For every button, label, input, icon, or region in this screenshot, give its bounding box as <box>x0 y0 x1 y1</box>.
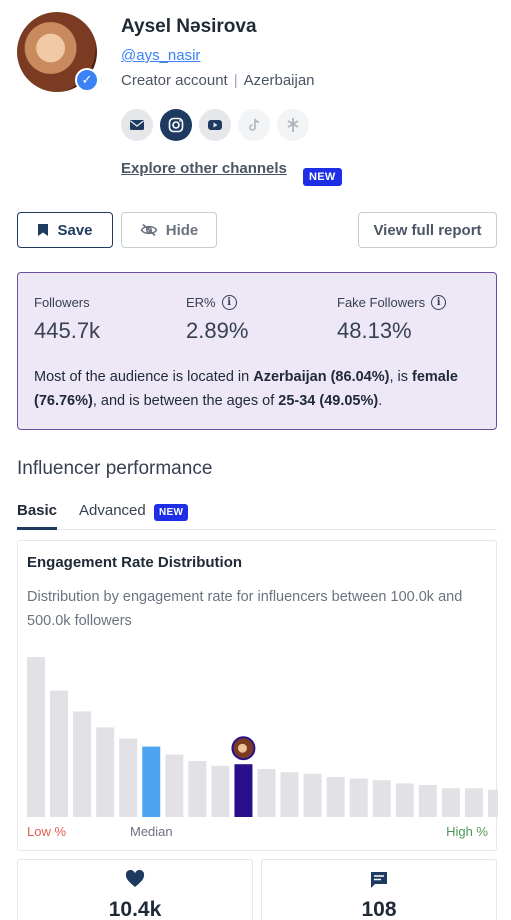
tab-advanced[interactable]: Advanced <box>79 502 146 519</box>
summary-age: 25-34 (49.05%) <box>278 393 379 409</box>
account-type: Creator account <box>121 72 228 89</box>
channel-instagram-button[interactable] <box>160 109 192 141</box>
avg-comments-value: 108 <box>361 898 397 920</box>
info-icon[interactable]: i <box>221 295 237 310</box>
axis-median-label: Median <box>130 824 173 839</box>
fake-followers-value: 48.13% <box>337 318 412 343</box>
profile-country: Azerbaijan <box>243 72 315 89</box>
comment-icon <box>371 872 387 888</box>
meta-separator: | <box>233 72 238 89</box>
chart-bar-influencer[interactable] <box>234 764 253 817</box>
audience-summary: Most of the audience is located in Azerb… <box>34 365 484 413</box>
chart-bar[interactable] <box>188 761 207 817</box>
er-value: 2.89% <box>186 318 249 343</box>
chart-bar[interactable] <box>27 657 45 817</box>
summary-gender: female (76.76%) <box>34 369 458 409</box>
engagement-rate-card: Engagement Rate Distribution Distributio… <box>17 540 498 851</box>
avg-likes-value: 10.4k <box>108 898 162 920</box>
audience-stats-panel: Followers 445.7k ER% i 2.89% Fake Followe… <box>17 272 497 430</box>
channel-tiktok-button[interactable] <box>238 109 270 141</box>
tab-basic[interactable]: Basic <box>17 502 58 530</box>
linktree-icon <box>287 118 299 132</box>
check-icon: ✓ <box>81 72 93 87</box>
profile-name: Aysel Nəsirova <box>121 16 257 37</box>
chart-bar[interactable] <box>50 690 69 817</box>
chart-bar[interactable] <box>303 773 322 817</box>
profile-header: ✓ Aysel Nəsirova @ays_nasir Creator acco… <box>17 12 497 192</box>
summary-text: , is <box>389 369 413 385</box>
summary-text: , and is between the ages of <box>92 393 279 409</box>
chart-bar[interactable] <box>395 783 414 817</box>
er-stat: ER% i 2.89% <box>186 295 248 344</box>
section-title: Influencer performance <box>17 458 213 479</box>
avg-likes-card: 10.4k <box>17 859 253 920</box>
axis-high-label: High % <box>446 824 488 839</box>
chart-bar[interactable] <box>73 711 92 817</box>
tiktok-icon <box>249 118 260 131</box>
chart-title: Engagement Rate Distribution <box>27 554 243 571</box>
chart-bar[interactable] <box>326 777 345 817</box>
channel-email-button[interactable] <box>121 109 153 141</box>
explore-channels-link[interactable]: Explore other channels <box>121 160 287 177</box>
chart-bar[interactable] <box>119 738 138 817</box>
summary-country: Azerbaijan (86.04%) <box>253 369 390 385</box>
chart-bar[interactable] <box>257 769 276 817</box>
axis-low-label: Low % <box>27 824 67 839</box>
eye-off-icon <box>140 223 158 237</box>
fake-followers-stat: Fake Followers i 48.13% <box>337 295 447 344</box>
advanced-new-badge: NEW <box>154 504 189 521</box>
view-full-report-button[interactable]: View full report <box>358 212 497 248</box>
mail-icon <box>130 120 144 130</box>
profile-handle-link[interactable]: @ays_nasir <box>121 47 201 64</box>
profile-meta: Creator account | Azerbaijan <box>121 72 315 89</box>
channel-linktree-button[interactable] <box>277 109 309 141</box>
chart-bar[interactable] <box>211 765 230 817</box>
heart-icon <box>125 870 145 887</box>
channel-list <box>121 109 309 141</box>
chart-bar[interactable] <box>441 788 460 817</box>
hide-button[interactable]: Hide <box>121 212 217 248</box>
chart-bar[interactable] <box>488 789 498 817</box>
bookmark-icon <box>38 224 49 236</box>
channel-youtube-button[interactable] <box>199 109 231 141</box>
chart-bar[interactable] <box>96 727 115 817</box>
instagram-icon <box>168 117 184 133</box>
chart-bar-median[interactable] <box>142 746 161 817</box>
verified-badge: ✓ <box>75 68 99 92</box>
chart-subtitle: Distribution by engagement rate for infl… <box>27 589 463 629</box>
performance-tabs: Basic Advanced NEW <box>17 500 497 530</box>
chart-bar[interactable] <box>418 785 437 817</box>
fake-followers-label: Fake Followers <box>337 295 426 310</box>
save-button[interactable]: Save <box>17 212 113 248</box>
followers-label: Followers <box>34 295 90 310</box>
avg-comments-card: 108 <box>261 859 497 920</box>
followers-value: 445.7k <box>34 318 101 343</box>
hide-button-label: Hide <box>165 221 199 239</box>
info-icon[interactable]: i <box>431 295 447 310</box>
followers-stat: Followers 445.7k <box>34 295 100 344</box>
er-label: ER% <box>186 295 216 310</box>
explore-new-badge: NEW <box>303 168 342 186</box>
youtube-icon <box>208 120 222 130</box>
summary-text: Most of the audience is located in <box>34 369 254 385</box>
influencer-avatar-face <box>237 743 247 753</box>
chart-bar[interactable] <box>280 772 299 817</box>
chart-bar[interactable] <box>165 754 184 817</box>
save-button-label: Save <box>57 221 93 239</box>
summary-text: . <box>378 393 383 409</box>
chart-bar[interactable] <box>464 788 483 817</box>
chart-bar[interactable] <box>372 780 391 817</box>
chart-bar[interactable] <box>349 778 368 817</box>
engagement-rate-chart <box>27 657 498 817</box>
